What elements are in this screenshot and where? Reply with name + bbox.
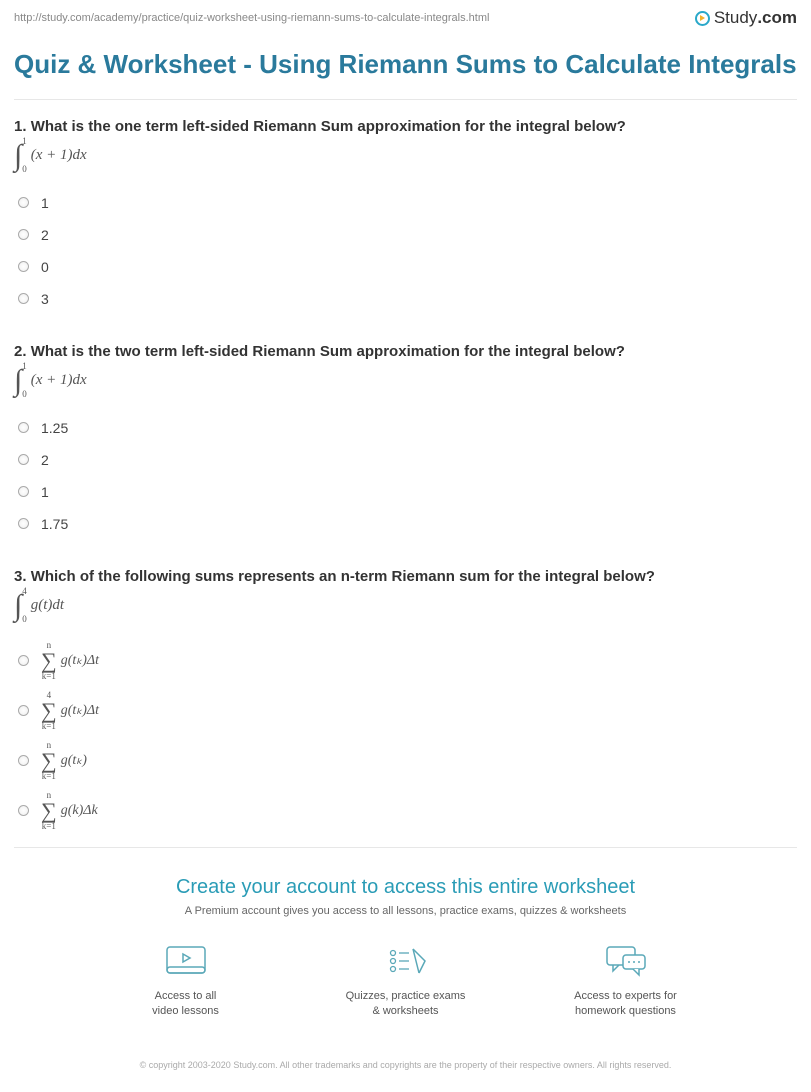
radio-icon: [18, 705, 29, 716]
radio-icon: [18, 655, 29, 666]
chat-icon: [603, 943, 649, 979]
option-label: n∑k=1 g(tₖ): [41, 741, 87, 781]
video-icon: [163, 943, 209, 979]
radio-icon: [18, 518, 29, 529]
brand-logo: Study.com: [695, 8, 797, 28]
answer-option[interactable]: 0: [18, 251, 797, 283]
option-label: 3: [41, 291, 49, 307]
answer-option[interactable]: 1: [18, 476, 797, 508]
question-block: 3. Which of the following sums represent…: [0, 550, 811, 847]
answer-option[interactable]: 1.25: [18, 412, 797, 444]
radio-icon: [18, 486, 29, 497]
option-label: n∑k=1 g(tₖ)Δt: [41, 641, 99, 681]
radio-icon: [18, 805, 29, 816]
copyright-text: © copyright 2003-2020 Study.com. All oth…: [0, 1059, 811, 1092]
answer-option[interactable]: 2: [18, 219, 797, 251]
question-block: 2. What is the two term left-sided Riema…: [0, 325, 811, 550]
radio-icon: [18, 454, 29, 465]
cta-section: Create your account to access this entir…: [0, 848, 811, 1060]
quiz-icon: [383, 943, 429, 979]
option-label: 1: [41, 484, 49, 500]
page-url: http://study.com/academy/practice/quiz-w…: [14, 12, 489, 24]
radio-icon: [18, 197, 29, 208]
radio-icon: [18, 293, 29, 304]
radio-icon: [18, 755, 29, 766]
radio-icon: [18, 229, 29, 240]
question-block: 1. What is the one term left-sided Riema…: [0, 100, 811, 325]
play-icon: [695, 11, 710, 26]
option-label: 1.75: [41, 516, 68, 532]
radio-icon: [18, 261, 29, 272]
option-label: 0: [41, 259, 49, 275]
option-label: n∑k=1 g(k)Δk: [41, 791, 98, 831]
option-label: 2: [41, 227, 49, 243]
question-prompt: 3. Which of the following sums represent…: [14, 568, 797, 585]
answer-option[interactable]: n∑k=1 g(tₖ)Δt: [18, 637, 797, 687]
question-prompt: 1. What is the one term left-sided Riema…: [14, 118, 797, 135]
integral-expression: ∫ 4 0 g(t)dt: [14, 591, 797, 621]
integral-expression: ∫ 1 0 (x + 1)dx: [14, 366, 797, 396]
answer-option[interactable]: 1.75: [18, 508, 797, 540]
page-title: Quiz & Worksheet - Using Riemann Sums to…: [0, 34, 811, 99]
option-label: 4∑k=1 g(tₖ)Δt: [41, 691, 99, 731]
feature-video: Access to allvideo lessons: [111, 943, 261, 1020]
answer-option[interactable]: 2: [18, 444, 797, 476]
answer-option[interactable]: n∑k=1 g(k)Δk: [18, 787, 797, 837]
feature-experts: Access to experts forhomework questions: [551, 943, 701, 1020]
option-label: 1: [41, 195, 49, 211]
answer-option[interactable]: 4∑k=1 g(tₖ)Δt: [18, 687, 797, 737]
option-label: 1.25: [41, 420, 68, 436]
answer-option[interactable]: 3: [18, 283, 797, 315]
feature-quiz: Quizzes, practice exams& worksheets: [331, 943, 481, 1020]
cta-subtitle: A Premium account gives you access to al…: [14, 905, 797, 917]
question-prompt: 2. What is the two term left-sided Riema…: [14, 343, 797, 360]
cta-title: Create your account to access this entir…: [14, 876, 797, 899]
answer-option[interactable]: n∑k=1 g(tₖ): [18, 737, 797, 787]
radio-icon: [18, 422, 29, 433]
answer-option[interactable]: 1: [18, 187, 797, 219]
option-label: 2: [41, 452, 49, 468]
integral-expression: ∫ 1 0 (x + 1)dx: [14, 141, 797, 171]
